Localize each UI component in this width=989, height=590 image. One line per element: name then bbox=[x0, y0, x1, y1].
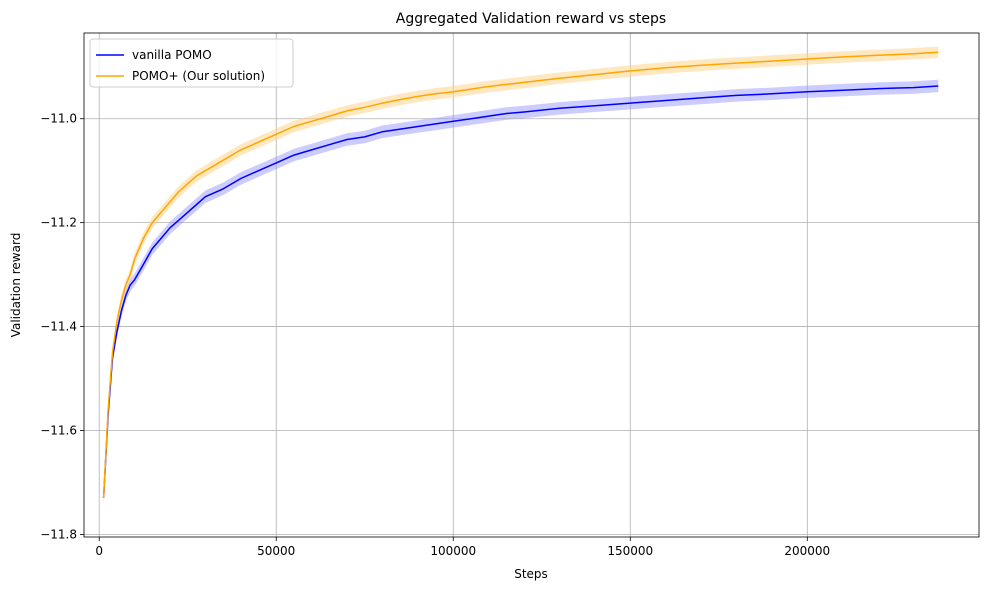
y-tick-label: −11.8 bbox=[40, 527, 77, 541]
series-line-0 bbox=[102, 85, 939, 499]
legend-label-1: POMO+ (Our solution) bbox=[132, 69, 265, 83]
plot-area bbox=[83, 32, 980, 538]
y-tick-label: −11.2 bbox=[40, 216, 77, 230]
y-tick-label: −11.4 bbox=[40, 320, 77, 334]
y-tick-label: −11.0 bbox=[40, 112, 77, 126]
legend-label-0: vanilla POMO bbox=[132, 48, 212, 62]
chart-title: Aggregated Validation reward vs steps bbox=[396, 11, 666, 27]
x-tick-label: 200000 bbox=[784, 544, 830, 558]
y-tick-label: −11.6 bbox=[40, 423, 77, 437]
x-tick-label: 0 bbox=[95, 544, 103, 558]
x-axis-ticks: 0 50000 100000 150000 200000 bbox=[95, 537, 830, 558]
legend-box bbox=[89, 38, 294, 88]
series-lines bbox=[102, 51, 939, 499]
legend: vanilla POMO POMO+ (Our solution) bbox=[89, 38, 294, 88]
series-line-1 bbox=[102, 51, 939, 499]
x-tick-label: 50000 bbox=[257, 544, 295, 558]
x-tick-label: 100000 bbox=[430, 544, 476, 558]
y-axis-ticks: −11.8 −11.6 −11.4 −11.2 −11.0 bbox=[40, 112, 84, 541]
plot-frame bbox=[83, 32, 980, 538]
x-axis-label: Steps bbox=[514, 567, 548, 581]
x-tick-label: 150000 bbox=[607, 544, 653, 558]
grid-lines bbox=[84, 33, 979, 537]
y-axis-label: Validation reward bbox=[9, 233, 23, 338]
